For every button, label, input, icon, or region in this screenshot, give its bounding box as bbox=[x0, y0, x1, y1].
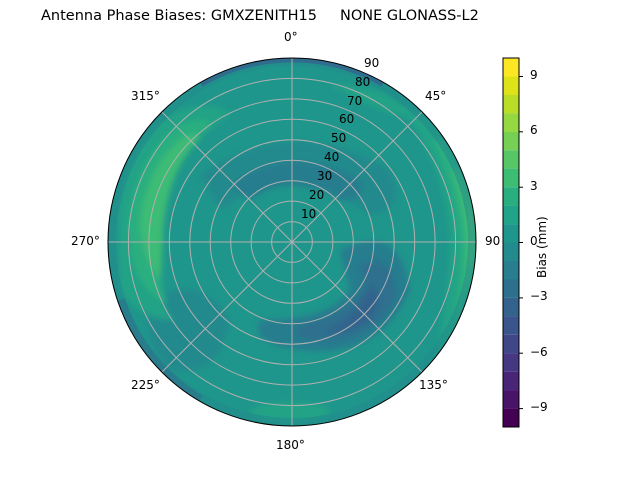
azimuth-label-0: 0° bbox=[284, 30, 298, 44]
azimuth-label-270: 270° bbox=[71, 234, 100, 248]
radial-label-20: 20 bbox=[309, 188, 325, 202]
azimuth-label-180: 180° bbox=[276, 438, 305, 452]
colorbar-tick-6: 6 bbox=[530, 123, 538, 137]
radial-label-70: 70 bbox=[347, 94, 363, 108]
azimuth-label-45: 45° bbox=[425, 89, 447, 103]
azimuth-label-315: 315° bbox=[131, 89, 160, 103]
colorbar-tick-3: 3 bbox=[530, 179, 538, 193]
polar-frame bbox=[107, 57, 477, 427]
colorbar-label: Bias (mm) bbox=[535, 216, 549, 278]
azimuth-label-90: 90 bbox=[485, 234, 501, 248]
colorbar-tick-minus-6: −6 bbox=[530, 345, 548, 359]
radial-label-90: 90 bbox=[364, 56, 380, 70]
colorbar-tick-0: 0 bbox=[530, 234, 538, 248]
colorbar-tick-minus-9: −9 bbox=[530, 400, 548, 414]
azimuth-label-135: 135° bbox=[419, 378, 448, 392]
radial-label-50: 50 bbox=[331, 131, 347, 145]
radial-label-10: 10 bbox=[301, 207, 317, 221]
colorbar bbox=[502, 57, 523, 428]
radial-label-60: 60 bbox=[339, 112, 355, 126]
radial-label-80: 80 bbox=[355, 75, 371, 89]
radial-label-30: 30 bbox=[317, 169, 333, 183]
radial-label-40: 40 bbox=[324, 150, 340, 164]
colorbar-tick-minus-3: −3 bbox=[530, 289, 548, 303]
chart-title: Antenna Phase Biases: GMXZENITH15 NONE G… bbox=[41, 8, 479, 24]
polar-grid bbox=[108, 58, 476, 426]
azimuth-label-225: 225° bbox=[131, 378, 160, 392]
colorbar-tick-9: 9 bbox=[530, 68, 538, 82]
